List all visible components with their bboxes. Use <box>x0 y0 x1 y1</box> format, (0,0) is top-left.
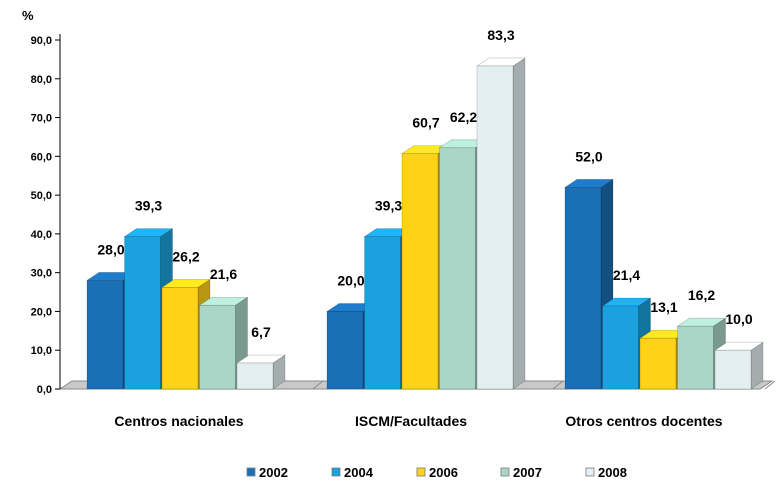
data-label: 13,1 <box>650 299 677 315</box>
legend-label-2008: 2008 <box>598 465 627 480</box>
data-label: 62,2 <box>450 109 477 125</box>
bar-front-face <box>639 337 677 390</box>
data-label: 10,0 <box>725 311 752 327</box>
x-axis-category-label: Otros centros docentes <box>565 413 722 429</box>
x-axis-category-label: ISCM/Facultades <box>355 413 467 429</box>
bar-front-face <box>124 236 161 390</box>
bar-front-face <box>236 362 274 390</box>
bar-front-face <box>161 287 199 390</box>
data-label: 16,2 <box>688 287 715 303</box>
bar-front-face <box>364 236 401 390</box>
y-axis-tick-label: 50,0 <box>31 190 52 202</box>
y-axis-tick-label: 20,0 <box>31 306 52 318</box>
bar-side-face <box>512 57 526 390</box>
bar-front-face <box>439 147 476 390</box>
y-axis-tick-label: 70,0 <box>31 113 52 125</box>
category-separator <box>764 380 776 390</box>
bar-front-face <box>564 187 602 390</box>
y-axis-tick-label: 60,0 <box>31 151 52 163</box>
data-label: 39,3 <box>135 198 162 214</box>
y-axis-tick-label: 40,0 <box>31 229 52 241</box>
data-label: 21,4 <box>613 267 640 283</box>
legend-label-2007: 2007 <box>513 465 542 480</box>
data-label: 83,3 <box>487 27 514 43</box>
bar-2008-3 <box>714 341 764 390</box>
category-separator <box>552 380 564 390</box>
data-label: 6,7 <box>251 324 271 340</box>
legend-swatch-2008 <box>585 467 595 477</box>
bar-front-face <box>199 304 236 390</box>
data-label: 28,0 <box>97 241 124 257</box>
data-label: 52,0 <box>575 148 602 164</box>
category-separator <box>312 380 324 390</box>
y-axis-tick-label: 80,0 <box>31 74 52 86</box>
data-label: 20,0 <box>337 272 364 288</box>
bar-2008-1 <box>236 354 286 390</box>
legend-swatch-2006 <box>416 467 426 477</box>
legend-swatch-2002 <box>246 467 256 477</box>
bar-front-face <box>714 349 752 390</box>
y-axis-tick-label: 10,0 <box>31 345 52 357</box>
data-label: 26,2 <box>172 248 199 264</box>
legend-swatch-2004 <box>331 467 341 477</box>
bar-front-face <box>476 65 514 390</box>
legend-label-2002: 2002 <box>259 465 288 480</box>
legend-swatch-2007 <box>500 467 510 477</box>
bar-front-face <box>326 311 364 390</box>
bar-front-face <box>86 280 124 390</box>
data-label: 60,7 <box>412 115 439 131</box>
legend-label-2004: 2004 <box>344 465 374 480</box>
bar-2008-2 <box>476 57 526 390</box>
y-axis-unit-label: % <box>22 8 34 23</box>
data-label: 39,3 <box>375 198 402 214</box>
bar-front-face <box>401 153 439 390</box>
legend-label-2006: 2006 <box>429 465 458 480</box>
y-axis-tick-label: 0,0 <box>37 384 52 396</box>
bar-front-face <box>677 325 714 390</box>
y-axis-tick-label: 30,0 <box>31 268 52 280</box>
x-axis-category-label: Centros nacionales <box>114 413 243 429</box>
y-axis-tick-label: 90,0 <box>31 35 52 47</box>
data-label: 21,6 <box>210 266 237 282</box>
bar-front-face <box>602 305 639 390</box>
